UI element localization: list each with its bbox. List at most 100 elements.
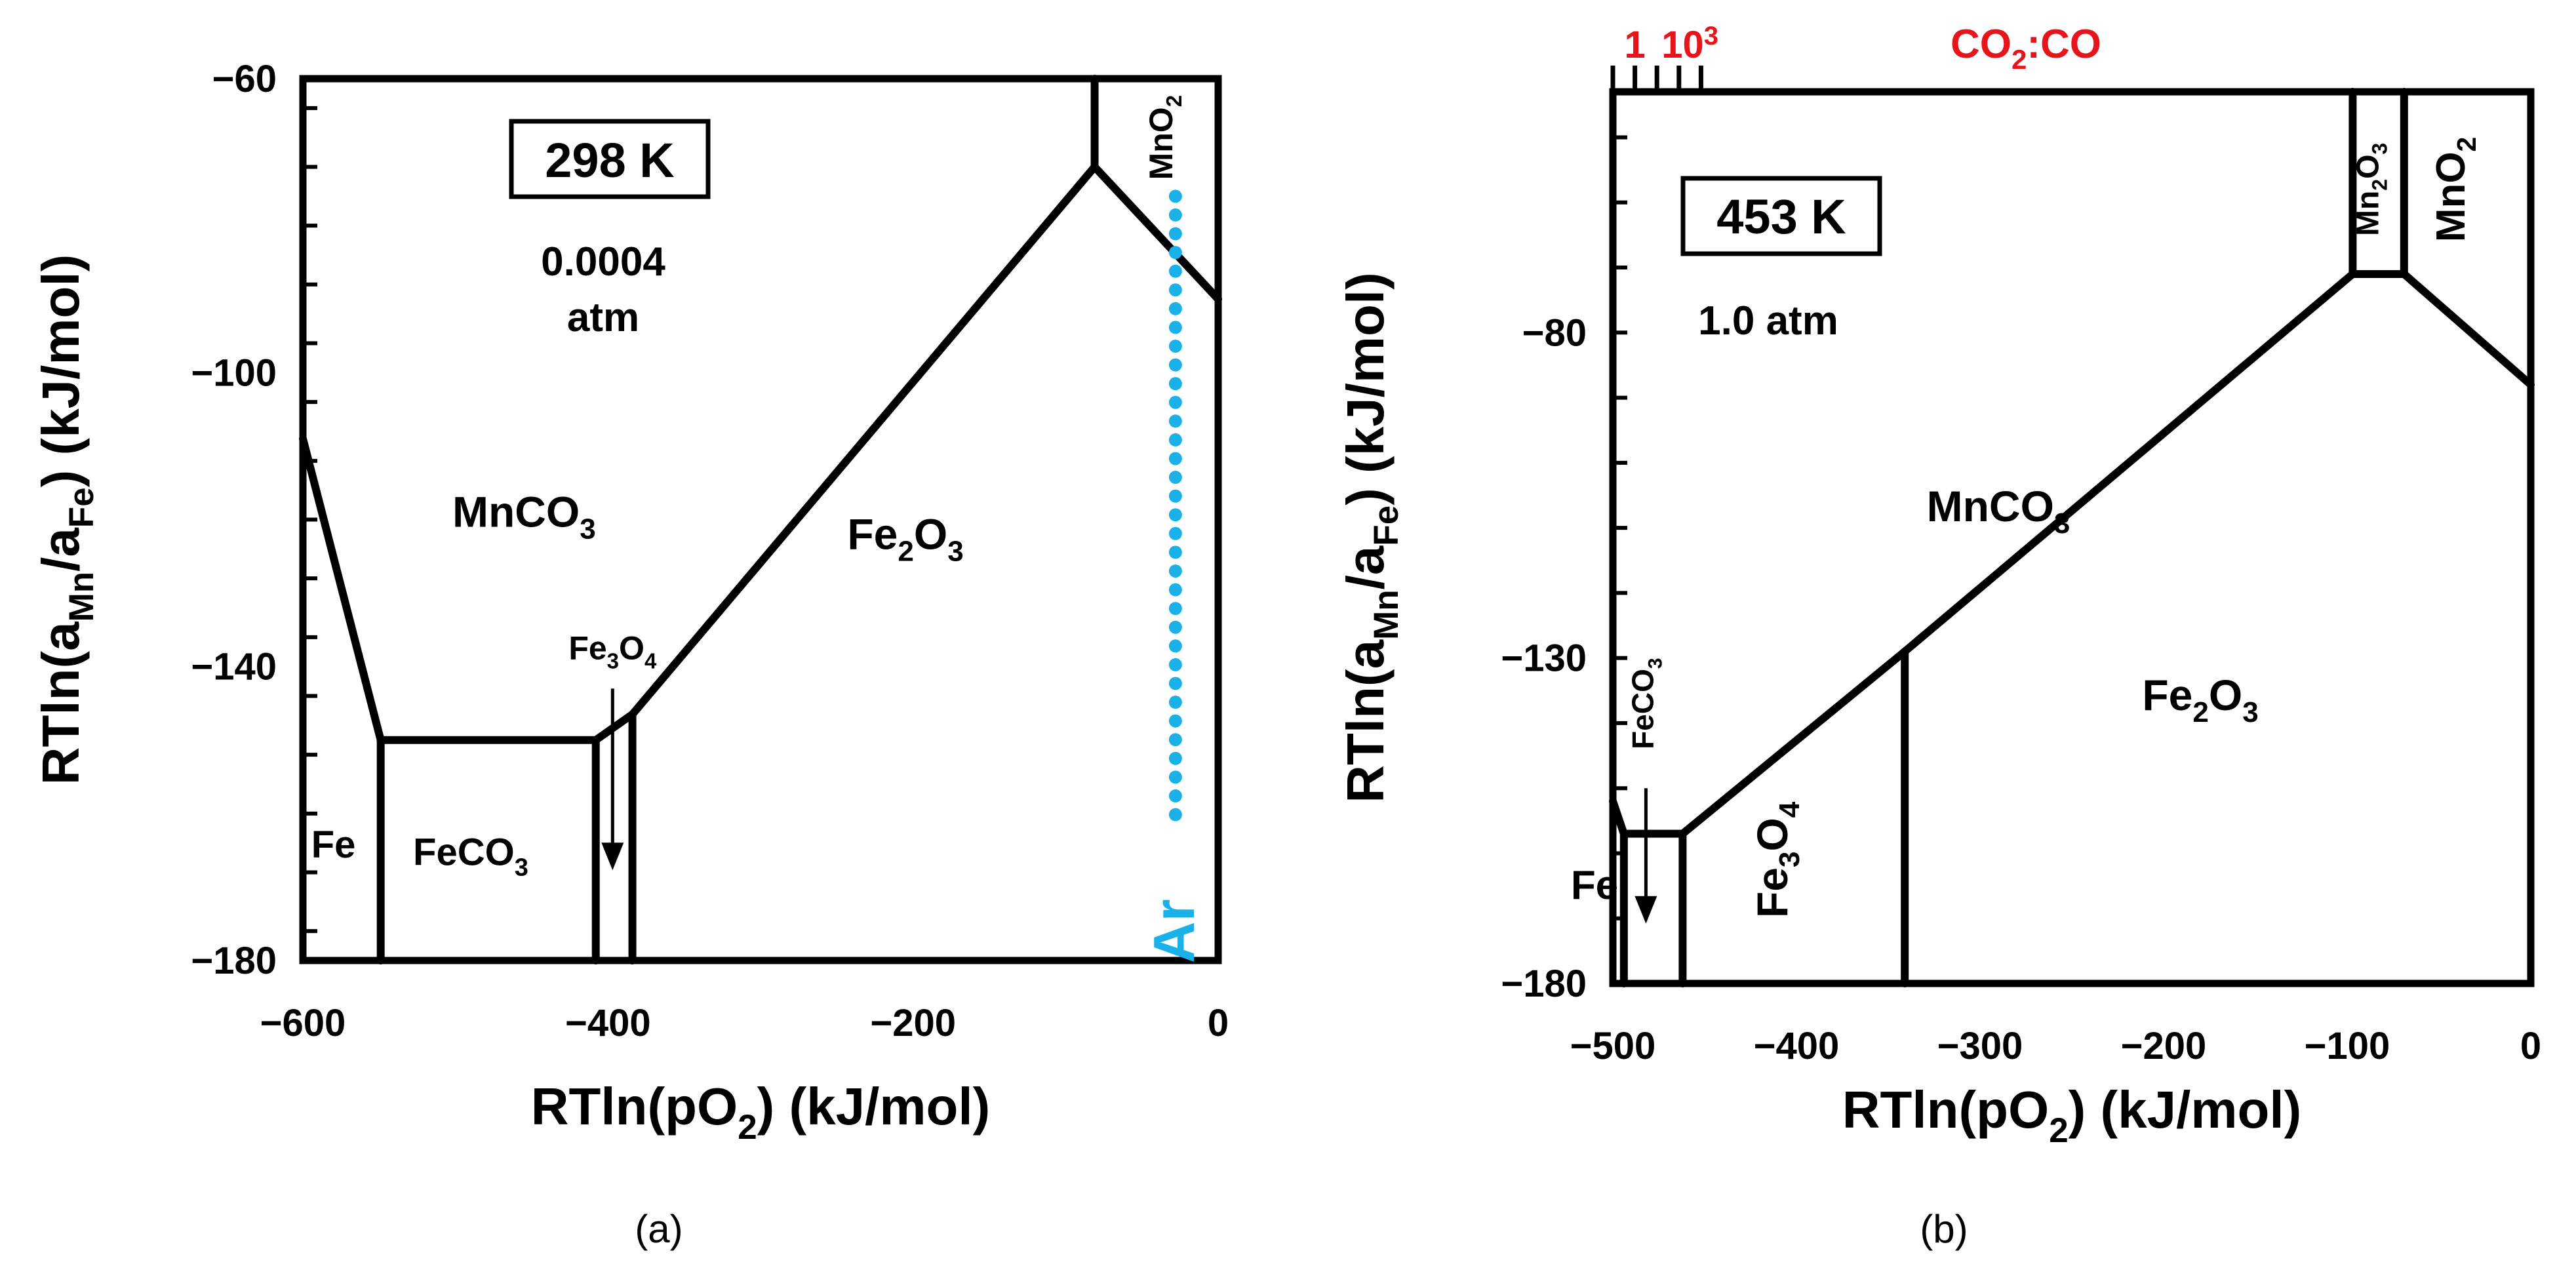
secondary-axis-part: :CO	[2027, 22, 2101, 67]
ar-dotted-line-dot	[1168, 302, 1182, 315]
formula-subscript: 3	[607, 648, 619, 673]
ar-label: Ar	[1141, 899, 1206, 963]
formula-base: Fe	[311, 823, 356, 866]
ar-dotted-line-dot	[1168, 696, 1182, 709]
axis-label-subscript: Fe	[1367, 505, 1406, 546]
formula-rest: O	[619, 629, 644, 666]
ar-dotted-line-dot	[1168, 283, 1182, 297]
ar-dotted-line-dot	[1168, 658, 1182, 671]
region-label: MnCO3	[1927, 482, 2071, 540]
ar-dotted-line-dot	[1168, 677, 1182, 690]
formula-subscript: 3	[2054, 507, 2070, 540]
y-tick-label: −140	[191, 646, 277, 688]
formula-subscript: 3	[580, 513, 595, 545]
ar-dotted-line-dot	[1168, 489, 1182, 503]
ar-dotted-line-dot	[1168, 189, 1182, 203]
region-label: FeCO3	[413, 831, 528, 881]
ar-dotted-line-dot	[1168, 246, 1182, 260]
x-tick-label: 0	[2520, 1025, 2541, 1067]
annotation-arrowhead	[1635, 896, 1657, 924]
ar-dotted-line-dot	[1168, 208, 1182, 222]
axis-label-part: /a	[31, 528, 90, 572]
formula-subscript: 2	[2368, 179, 2392, 191]
y-tick-label: −60	[212, 58, 277, 100]
ar-dotted-line-dot	[1168, 808, 1182, 822]
formula-base: FeCO	[413, 831, 515, 873]
formula-subscript: 2	[2451, 137, 2482, 152]
axis-label-part: ) (kJ/mol)	[757, 1077, 991, 1136]
ar-dotted-line-dot	[1168, 339, 1182, 353]
ar-dotted-line-dot	[1168, 620, 1182, 634]
formula-rest: O	[914, 509, 947, 558]
ar-dotted-line-dot	[1168, 733, 1182, 747]
region-label: MnCO3	[452, 488, 596, 545]
y-axis-label: RTln(aMn/aFe) (kJ/mol)	[1336, 272, 1406, 803]
secondary-tick-exponent: 3	[1704, 22, 1718, 50]
x-axis-label: RTln(pO2) (kJ/mol)	[531, 1077, 991, 1147]
ar-dotted-line-dot	[1168, 414, 1182, 428]
y-tick-label: −80	[1522, 311, 1587, 354]
mno2-label: MnO2	[1143, 95, 1186, 180]
y-tick-label: −130	[1501, 637, 1587, 680]
axis-label-part: ) (kJ/mol)	[1336, 272, 1395, 505]
x-tick-label: −400	[565, 1002, 651, 1044]
ar-dotted-line-dot	[1168, 227, 1182, 241]
temperature-box	[509, 119, 711, 199]
axis-label-part: ) (kJ/mol)	[31, 254, 90, 488]
ar-dotted-line-dot	[1168, 770, 1182, 784]
ar-dotted-line-dot	[1168, 526, 1182, 540]
ar-dotted-line-dot	[1168, 358, 1182, 372]
formula-subscript: 3	[947, 535, 963, 567]
y-axis-label: RTln(aMn/aFe) (kJ/mol)	[31, 254, 101, 785]
ar-dotted-line-dot	[1168, 508, 1182, 522]
ar-dotted-line-dot	[1168, 602, 1182, 616]
formula-rest: O	[1748, 818, 1796, 851]
vertical-region-label: FeCO3	[1626, 658, 1667, 749]
phase-boundary	[1678, 647, 1909, 838]
ar-dotted-line-dot	[1168, 452, 1182, 466]
axis-label-subscript: Mn	[1367, 589, 1406, 640]
formula-base: MnO	[2428, 151, 2474, 242]
region-label: Fe2O3	[2142, 671, 2258, 728]
axis-label-part: /a	[1336, 545, 1395, 589]
secondary-tick-label-1: 1	[1624, 24, 1645, 66]
formula-base: Fe	[2142, 671, 2192, 719]
pressure-label: 1.0 atm	[1698, 298, 1838, 344]
vertical-region-label: MnO2	[2428, 137, 2482, 243]
vertical-region-label: Mn2O3	[2351, 143, 2392, 236]
secondary-axis-label: CO2:CO	[1951, 22, 2101, 75]
formula-base: MnCO	[1927, 482, 2054, 530]
region-label: Fe	[311, 823, 356, 866]
formula-subscript: 3	[1773, 852, 1806, 867]
x-tick-label: −400	[1754, 1025, 1840, 1067]
x-tick-label: −300	[1937, 1025, 2023, 1067]
secondary-tick-label-1000: 103	[1661, 22, 1718, 66]
pressure-value: 0.0004	[541, 239, 665, 285]
vertical-region-label: Fe3O4	[1748, 801, 1806, 918]
ar-dotted-line-dot	[1168, 321, 1182, 334]
axis-label-part: ) (kJ/mol)	[2069, 1080, 2302, 1139]
caption-a: (a)	[635, 1207, 683, 1251]
phase-boundary	[299, 435, 385, 744]
formula-subscript: 4	[1773, 801, 1806, 818]
y-tick-label: −180	[1501, 962, 1587, 1005]
x-tick-label: −500	[1570, 1025, 1656, 1067]
formula-subscript: 3	[2368, 143, 2392, 155]
formula-base: Mn	[2351, 191, 2386, 236]
axis-label-subscript: 2	[738, 1108, 757, 1147]
formula-base: Fe	[1571, 863, 1618, 908]
formula-subscript: 2	[2192, 696, 2208, 728]
ar-dotted-line-dot	[1168, 545, 1182, 559]
phase-boundary	[1609, 797, 1628, 838]
ar-dotted-line-dot	[1168, 395, 1182, 409]
formula-base: Fe	[1748, 867, 1796, 918]
ar-dotted-line-dot	[1168, 564, 1182, 578]
region-label: Fe2O3	[847, 509, 963, 567]
axis-label-part: RTln(a	[1336, 639, 1395, 802]
temperature-box	[1680, 176, 1882, 256]
axis-label-part: RTln(a	[31, 622, 90, 785]
axis-label-part: RTln(pO	[1842, 1080, 2049, 1139]
ar-dotted-line-dot	[1168, 639, 1182, 653]
formula-rest: O	[2351, 155, 2386, 179]
